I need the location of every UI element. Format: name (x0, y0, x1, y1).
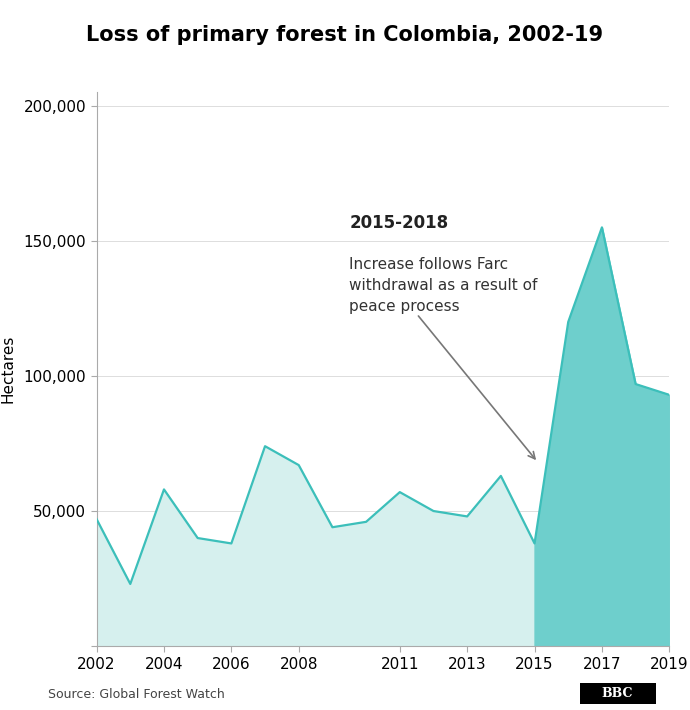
Text: Loss of primary forest in Colombia, 2002-19: Loss of primary forest in Colombia, 2002… (86, 25, 604, 45)
Text: Increase follows Farc
withdrawal as a result of
peace process: Increase follows Farc withdrawal as a re… (349, 257, 538, 314)
Text: 2015-2018: 2015-2018 (349, 214, 448, 232)
Y-axis label: Hectares: Hectares (0, 335, 15, 403)
Text: BBC: BBC (602, 687, 633, 700)
Text: Source: Global Forest Watch: Source: Global Forest Watch (48, 689, 225, 701)
